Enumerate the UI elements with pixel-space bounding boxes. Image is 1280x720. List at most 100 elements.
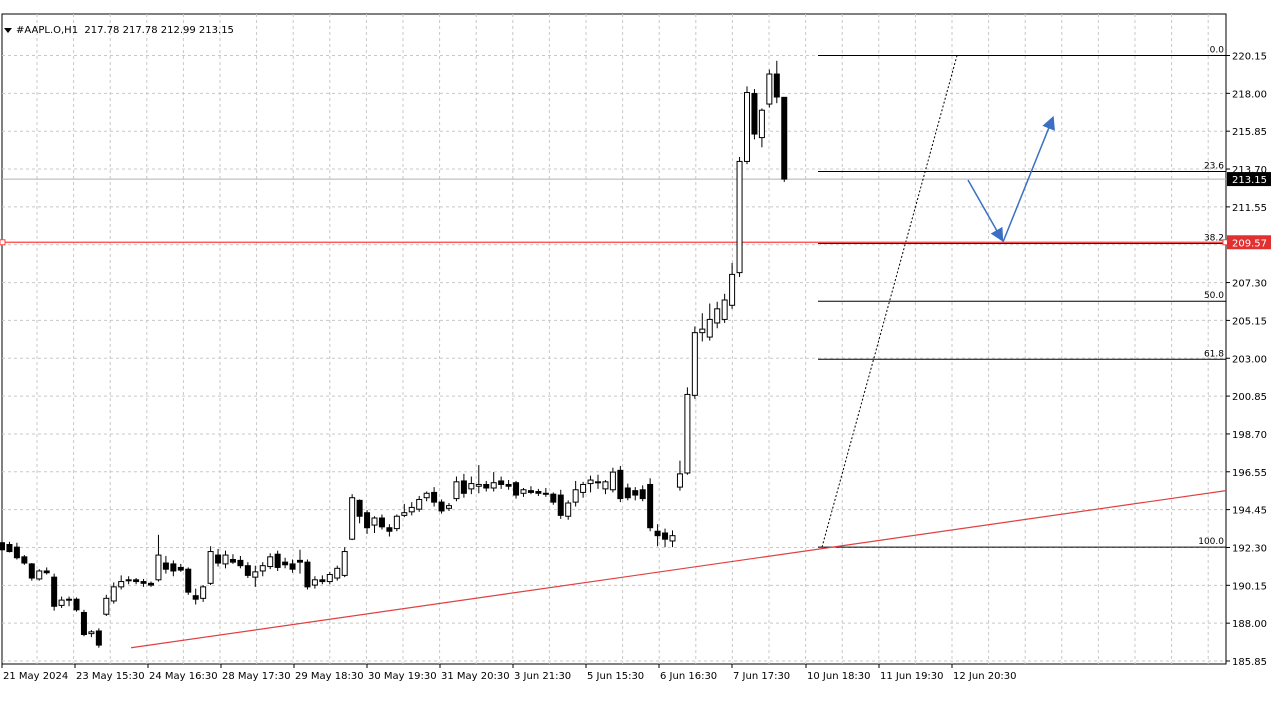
candle-body — [393, 515, 400, 530]
candle-body — [0, 542, 5, 551]
candle-body — [326, 574, 333, 583]
candle-body — [490, 482, 497, 489]
fib-level-label: 0.0 — [1210, 46, 1225, 56]
candle-body — [259, 565, 266, 572]
x-tick-label: 10 Jun 18:30 — [807, 671, 871, 682]
ohlc-values: 217.78 217.78 212.99 213.15 — [84, 25, 234, 36]
candle-body — [140, 581, 147, 584]
candle-body — [565, 502, 572, 517]
candle-body — [13, 546, 20, 559]
candle-body — [438, 501, 445, 512]
x-tick-label: 11 Jun 19:30 — [880, 671, 944, 682]
x-tick-label: 29 May 18:30 — [295, 671, 364, 682]
symbol-label: #AAPL.O,H1 — [16, 25, 79, 36]
candle-body — [125, 579, 132, 582]
candle-body — [408, 506, 415, 513]
candle-body — [319, 579, 326, 583]
x-tick-label: 12 Jun 20:30 — [953, 671, 1017, 682]
candle-body — [304, 561, 311, 588]
candle-body — [446, 505, 452, 509]
trendline[interactable] — [130, 490, 1227, 649]
dropdown-triangle-icon[interactable] — [4, 27, 12, 33]
candle-body — [453, 481, 460, 500]
y-tick-label: 185.85 — [1232, 657, 1267, 668]
candle-body — [721, 299, 728, 320]
y-tick-label: 194.45 — [1232, 506, 1267, 517]
candle-body — [356, 499, 363, 517]
candle-body — [766, 73, 773, 105]
candle-body — [349, 497, 356, 540]
candle-body — [207, 551, 214, 584]
candle-body — [103, 597, 110, 615]
candle-body — [557, 494, 564, 516]
y-tick-label: 190.15 — [1232, 581, 1267, 592]
y-tick-label: 220.15 — [1232, 52, 1267, 63]
candle-body — [73, 598, 80, 611]
candle-body — [535, 491, 542, 494]
candle-body — [527, 490, 534, 493]
candle-body — [192, 595, 199, 600]
x-tick-label: 24 May 16:30 — [149, 671, 218, 682]
candle-body — [498, 480, 505, 485]
candle-body — [602, 481, 609, 490]
candle-body — [513, 482, 520, 496]
y-tick-label: 203.00 — [1232, 354, 1267, 365]
candle-body — [505, 483, 512, 487]
candle-body — [781, 96, 788, 180]
y-tick-label: 207.30 — [1232, 279, 1267, 290]
y-tick-label: 200.85 — [1232, 392, 1267, 403]
current-price-tag: 213.15 — [1232, 175, 1267, 186]
candle-body — [237, 559, 244, 567]
candle-body — [200, 586, 207, 599]
candle-body — [714, 308, 721, 324]
level-line-handle[interactable] — [0, 239, 6, 246]
down-arrow[interactable] — [967, 179, 1004, 242]
y-tick-label: 192.30 — [1232, 543, 1267, 554]
candle-body — [624, 487, 631, 499]
candle-body — [751, 92, 758, 135]
candle-body — [177, 566, 184, 571]
candle-body — [95, 630, 102, 646]
candle-body — [282, 561, 289, 566]
candle-body — [162, 562, 169, 570]
candle-body — [311, 579, 318, 586]
candle-body — [609, 471, 616, 491]
candle-body — [617, 469, 624, 500]
candle-body — [28, 563, 35, 579]
candle-body — [267, 556, 274, 568]
candle-body — [773, 73, 780, 98]
candle-body — [684, 393, 691, 474]
x-tick-label: 3 Jun 21:30 — [514, 671, 571, 682]
candle-body — [274, 553, 281, 568]
y-tick-label: 211.55 — [1232, 203, 1267, 214]
candle-body — [706, 318, 713, 338]
fib-connector-line — [821, 55, 958, 548]
candle-body — [148, 582, 154, 586]
up-arrow[interactable] — [1002, 115, 1055, 243]
candle-body — [252, 571, 259, 578]
y-tick-label: 213.70 — [1232, 165, 1267, 176]
candle-body — [662, 532, 669, 540]
candle-body — [729, 273, 736, 306]
fib-level-label: 100.0 — [1198, 537, 1224, 547]
candle-body — [66, 598, 73, 601]
candle-body — [364, 512, 371, 529]
fib-level-label: 38.2 — [1204, 233, 1224, 243]
candle-body — [88, 631, 95, 635]
candle-body — [21, 556, 28, 564]
level-price-tag: 209.57 — [1232, 238, 1267, 249]
y-tick-label: 215.85 — [1232, 127, 1267, 138]
candle-body — [520, 489, 527, 494]
candle-body — [431, 491, 438, 503]
candle-body — [371, 517, 378, 526]
candle-body — [43, 570, 50, 574]
candle-body — [550, 493, 557, 503]
candle-body — [401, 512, 408, 516]
candle-body — [736, 160, 743, 274]
plot-frame — [1, 13, 1227, 665]
candle-body — [669, 535, 676, 542]
candle-body — [632, 490, 639, 496]
candle-body — [639, 489, 646, 500]
